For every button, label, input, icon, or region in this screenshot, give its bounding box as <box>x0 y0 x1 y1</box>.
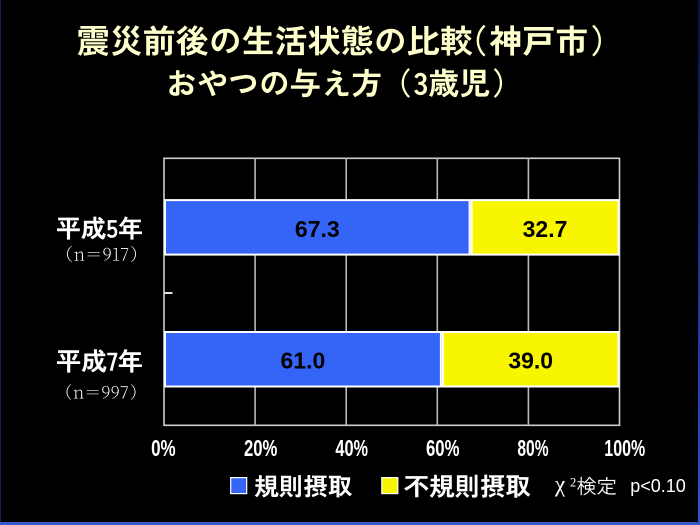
svg-text:20%: 20% <box>244 435 277 461</box>
svg-text:p<0.10: p<0.10 <box>630 476 686 496</box>
svg-text:61.0: 61.0 <box>281 348 326 374</box>
svg-text:0%: 0% <box>151 435 176 461</box>
svg-text:80%: 80% <box>517 435 548 461</box>
svg-text:60%: 60% <box>426 435 460 461</box>
svg-text:40%: 40% <box>335 435 368 461</box>
svg-text:32.7: 32.7 <box>523 216 568 242</box>
svg-text:67.3: 67.3 <box>295 216 340 242</box>
svg-text:2: 2 <box>570 476 576 490</box>
svg-text:100%: 100% <box>604 435 645 461</box>
svg-text:χ: χ <box>554 472 566 497</box>
svg-text:39.0: 39.0 <box>508 348 553 374</box>
